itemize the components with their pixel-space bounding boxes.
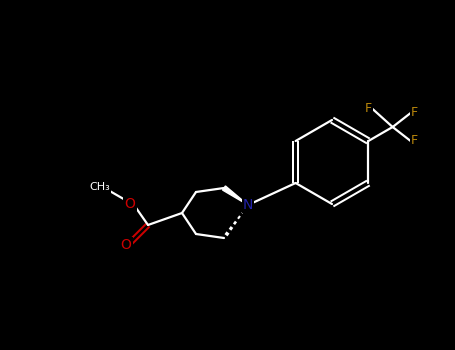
Text: F: F: [365, 103, 372, 116]
Text: CH₃: CH₃: [90, 182, 111, 192]
Text: O: O: [121, 238, 131, 252]
Text: O: O: [125, 197, 136, 211]
Text: F: F: [411, 106, 418, 119]
Polygon shape: [222, 186, 248, 205]
Text: F: F: [411, 134, 418, 147]
Text: N: N: [243, 198, 253, 212]
